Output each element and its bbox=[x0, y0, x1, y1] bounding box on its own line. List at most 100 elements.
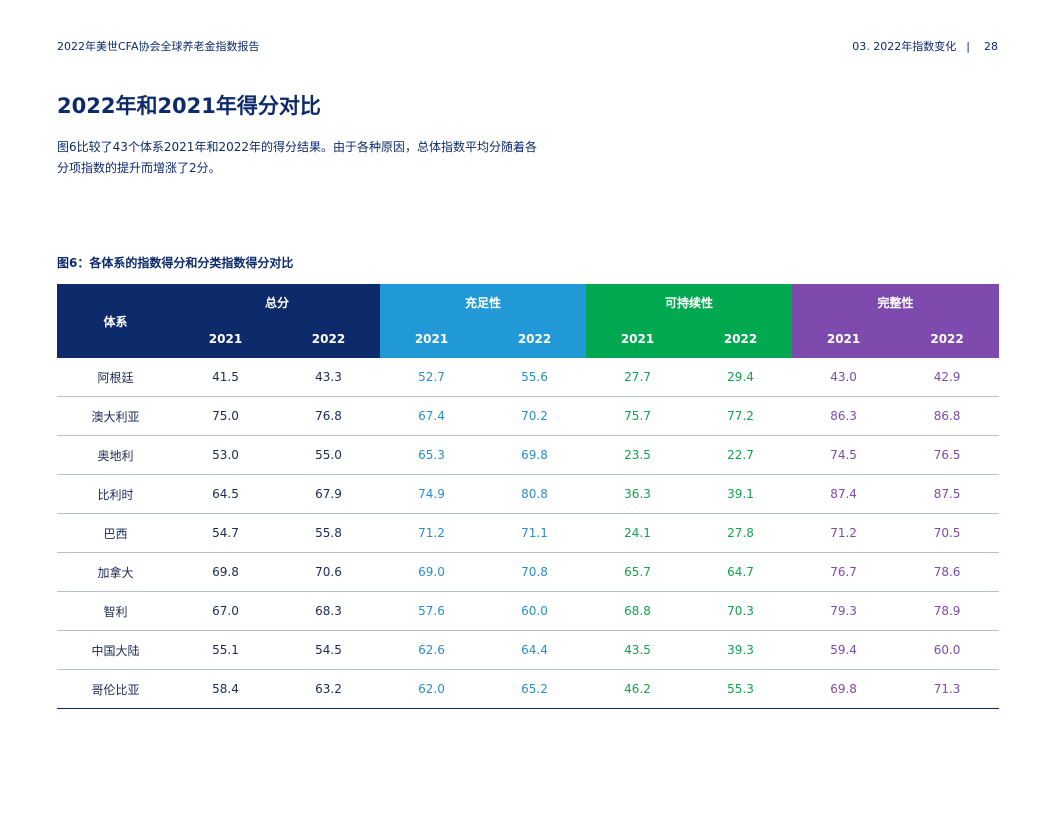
score-cell: 86.8 bbox=[895, 396, 1000, 436]
score-cell: 67.0 bbox=[174, 591, 277, 631]
year-header: 2022 bbox=[277, 320, 381, 358]
score-cell: 69.8 bbox=[174, 552, 277, 592]
score-cell: 36.3 bbox=[586, 474, 690, 514]
score-cell: 65.7 bbox=[586, 552, 690, 592]
score-cell: 43.0 bbox=[792, 358, 896, 397]
score-cell: 55.1 bbox=[174, 630, 277, 670]
score-cell: 76.8 bbox=[277, 396, 381, 436]
page-number: 28 bbox=[984, 39, 998, 53]
score-cell: 55.6 bbox=[483, 358, 587, 397]
year-header: 2021 bbox=[586, 320, 690, 358]
score-cell: 70.8 bbox=[483, 552, 587, 592]
figure-title: 图6：各体系的指数得分和分类指数得分对比 bbox=[57, 256, 294, 270]
group-header-integrity: 完整性 bbox=[792, 284, 1000, 320]
score-cell: 80.8 bbox=[483, 474, 587, 514]
score-cell: 29.4 bbox=[689, 358, 793, 397]
page-title: 2022年和2021年得分对比 bbox=[57, 94, 321, 118]
score-cell: 55.3 bbox=[689, 669, 793, 709]
year-header: 2021 bbox=[380, 320, 484, 358]
system-name-cell: 哥伦比亚 bbox=[57, 669, 174, 709]
table-row: 中国大陆 55.1 54.5 62.6 64.4 43.5 39.3 59.4 60.0 bbox=[57, 630, 1000, 670]
score-cell: 64.5 bbox=[174, 474, 277, 514]
score-cell: 68.8 bbox=[586, 591, 690, 631]
score-cell: 69.0 bbox=[380, 552, 484, 592]
score-cell: 76.7 bbox=[792, 552, 896, 592]
score-cell: 75.0 bbox=[174, 396, 277, 436]
score-cell: 64.4 bbox=[483, 630, 587, 670]
group-header-sustainability: 可持续性 bbox=[586, 284, 793, 320]
score-cell: 43.3 bbox=[277, 358, 381, 397]
score-cell: 22.7 bbox=[689, 435, 793, 475]
score-cell: 46.2 bbox=[586, 669, 690, 709]
score-cell: 78.6 bbox=[895, 552, 1000, 592]
score-cell: 60.0 bbox=[895, 630, 1000, 670]
score-cell: 42.9 bbox=[895, 358, 1000, 397]
scores-table: 体系 总分 充足性 可持续性 完整性 2021 2022 2021 2022 2… bbox=[57, 284, 1000, 709]
table-row: 哥伦比亚 58.4 63.2 62.0 65.2 46.2 55.3 69.8 71.3 bbox=[57, 669, 1000, 709]
score-cell: 87.5 bbox=[895, 474, 1000, 514]
table-row: 巴西 54.7 55.8 71.2 71.1 24.1 27.8 71.2 70.5 bbox=[57, 513, 1000, 553]
score-cell: 60.0 bbox=[483, 591, 587, 631]
score-cell: 52.7 bbox=[380, 358, 484, 397]
score-cell: 27.8 bbox=[689, 513, 793, 553]
system-name-cell: 智利 bbox=[57, 591, 174, 631]
score-cell: 43.5 bbox=[586, 630, 690, 670]
year-header: 2022 bbox=[483, 320, 587, 358]
system-name-cell: 比利时 bbox=[57, 474, 174, 514]
score-cell: 53.0 bbox=[174, 435, 277, 475]
table-row: 加拿大 69.8 70.6 69.0 70.8 65.7 64.7 76.7 78.6 bbox=[57, 552, 1000, 592]
score-cell: 70.6 bbox=[277, 552, 381, 592]
group-header-total: 总分 bbox=[174, 284, 381, 320]
score-cell: 64.7 bbox=[689, 552, 793, 592]
score-cell: 54.5 bbox=[277, 630, 381, 670]
score-cell: 57.6 bbox=[380, 591, 484, 631]
score-cell: 65.3 bbox=[380, 435, 484, 475]
report-title-header: 2022年美世CFA协会全球养老金指数报告 bbox=[57, 40, 260, 53]
score-cell: 54.7 bbox=[174, 513, 277, 553]
score-cell: 70.3 bbox=[689, 591, 793, 631]
score-cell: 69.8 bbox=[792, 669, 896, 709]
score-cell: 39.1 bbox=[689, 474, 793, 514]
score-cell: 58.4 bbox=[174, 669, 277, 709]
score-cell: 24.1 bbox=[586, 513, 690, 553]
table-row: 智利 67.0 68.3 57.6 60.0 68.8 70.3 79.3 78.9 bbox=[57, 591, 1000, 631]
score-cell: 79.3 bbox=[792, 591, 896, 631]
score-cell: 86.3 bbox=[792, 396, 896, 436]
score-cell: 55.0 bbox=[277, 435, 381, 475]
year-header: 2022 bbox=[895, 320, 1000, 358]
score-cell: 87.4 bbox=[792, 474, 896, 514]
system-header: 体系 bbox=[57, 284, 174, 358]
score-cell: 71.2 bbox=[792, 513, 896, 553]
score-cell: 67.9 bbox=[277, 474, 381, 514]
score-cell: 62.6 bbox=[380, 630, 484, 670]
group-header-adequacy: 充足性 bbox=[380, 284, 587, 320]
score-cell: 65.2 bbox=[483, 669, 587, 709]
score-cell: 71.3 bbox=[895, 669, 1000, 709]
score-cell: 41.5 bbox=[174, 358, 277, 397]
score-cell: 68.3 bbox=[277, 591, 381, 631]
system-name-cell: 加拿大 bbox=[57, 552, 174, 592]
score-cell: 71.1 bbox=[483, 513, 587, 553]
score-cell: 75.7 bbox=[586, 396, 690, 436]
score-cell: 55.8 bbox=[277, 513, 381, 553]
intro-line: 分项指数的提升而增涨了2分。 bbox=[57, 161, 221, 175]
score-cell: 71.2 bbox=[380, 513, 484, 553]
score-cell: 74.9 bbox=[380, 474, 484, 514]
intro-paragraph: 图6比较了43个体系2021年和2022年的得分结果。由于各种原因，总体指数平均… bbox=[57, 137, 537, 179]
score-cell: 77.2 bbox=[689, 396, 793, 436]
score-cell: 74.5 bbox=[792, 435, 896, 475]
table-row: 澳大利亚 75.0 76.8 67.4 70.2 75.7 77.2 86.3 86.8 bbox=[57, 396, 1000, 436]
system-name-cell: 奥地利 bbox=[57, 435, 174, 475]
page-header-right: 03. 2022年指数变化 | 28 bbox=[852, 38, 998, 54]
score-cell: 27.7 bbox=[586, 358, 690, 397]
table-row: 阿根廷 41.5 43.3 52.7 55.6 27.7 29.4 43.0 42.9 bbox=[57, 358, 1000, 397]
table-row: 奥地利 53.0 55.0 65.3 69.8 23.5 22.7 74.5 76.5 bbox=[57, 435, 1000, 475]
score-cell: 39.3 bbox=[689, 630, 793, 670]
system-name-cell: 巴西 bbox=[57, 513, 174, 553]
table-body: 阿根廷 41.5 43.3 52.7 55.6 27.7 29.4 43.0 42.9 澳大利亚 7… bbox=[57, 358, 1000, 709]
system-name-cell: 澳大利亚 bbox=[57, 396, 174, 436]
system-name-cell: 中国大陆 bbox=[57, 630, 174, 670]
score-cell: 69.8 bbox=[483, 435, 587, 475]
score-cell: 70.2 bbox=[483, 396, 587, 436]
score-cell: 23.5 bbox=[586, 435, 690, 475]
